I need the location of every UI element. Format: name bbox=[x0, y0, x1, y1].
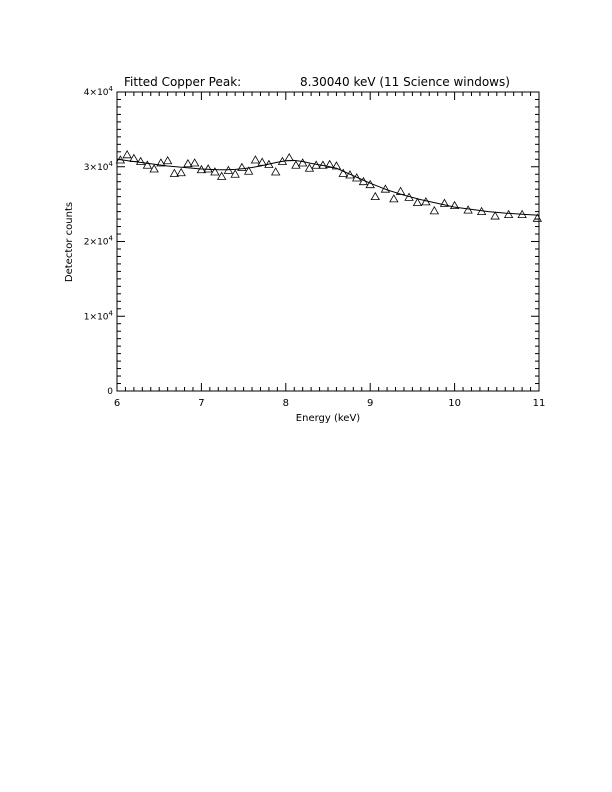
y-tick-label: 1×104 bbox=[84, 309, 114, 322]
data-point bbox=[517, 209, 527, 218]
x-tick-label: 11 bbox=[533, 398, 546, 409]
data-point bbox=[115, 155, 126, 164]
data-point bbox=[203, 164, 213, 173]
data-point bbox=[490, 211, 500, 220]
x-tick-label: 6 bbox=[114, 398, 120, 409]
data-point bbox=[370, 191, 380, 201]
plot-frame bbox=[116, 91, 540, 392]
chart-title: Fitted Copper Peak: bbox=[124, 75, 241, 89]
data-point bbox=[429, 206, 440, 215]
data-point bbox=[331, 161, 342, 170]
data-points bbox=[115, 149, 543, 222]
data-point bbox=[311, 160, 321, 169]
axis-ticks bbox=[116, 91, 540, 392]
x-tick-label: 7 bbox=[198, 398, 204, 409]
data-point bbox=[395, 186, 406, 195]
data-point bbox=[503, 209, 514, 218]
data-point bbox=[463, 205, 473, 214]
data-point bbox=[476, 206, 487, 216]
chart-title-right: 8.30040 keV (11 Science windows) bbox=[300, 75, 510, 89]
data-point bbox=[142, 160, 153, 169]
data-point bbox=[352, 173, 362, 182]
x-tick-label: 8 bbox=[283, 398, 289, 409]
data-point bbox=[345, 170, 355, 179]
data-point bbox=[324, 159, 335, 168]
data-point bbox=[230, 169, 240, 178]
data-point bbox=[412, 197, 423, 207]
data-point bbox=[189, 158, 200, 167]
data-point bbox=[223, 165, 234, 174]
data-point bbox=[291, 160, 301, 169]
data-point bbox=[318, 160, 328, 169]
data-point bbox=[162, 155, 173, 165]
x-axis-label: Energy (keV) bbox=[296, 413, 361, 424]
data-point bbox=[250, 155, 261, 164]
data-point bbox=[216, 171, 227, 180]
data-point bbox=[449, 200, 460, 210]
data-point bbox=[277, 156, 288, 165]
data-point bbox=[122, 149, 132, 159]
data-point bbox=[365, 179, 375, 189]
y-tick-label: 3×104 bbox=[84, 160, 114, 173]
data-point bbox=[149, 164, 159, 173]
data-point bbox=[404, 192, 414, 201]
x-tick-label: 9 bbox=[367, 398, 373, 409]
data-point bbox=[439, 198, 450, 207]
data-point bbox=[304, 163, 315, 172]
data-point bbox=[380, 184, 391, 193]
data-point bbox=[338, 168, 348, 177]
data-point bbox=[532, 213, 543, 222]
data-point bbox=[358, 176, 369, 186]
data-point bbox=[257, 157, 267, 166]
data-point bbox=[284, 152, 294, 162]
data-point bbox=[196, 164, 207, 174]
data-point bbox=[176, 167, 186, 177]
x-tick-label: 10 bbox=[448, 398, 461, 409]
data-point bbox=[237, 162, 247, 171]
data-point bbox=[169, 168, 180, 177]
data-point bbox=[129, 153, 139, 162]
data-point bbox=[270, 167, 281, 176]
data-point bbox=[421, 197, 431, 206]
data-point bbox=[389, 194, 399, 203]
data-point bbox=[297, 158, 308, 167]
data-point bbox=[135, 156, 146, 165]
data-point bbox=[156, 158, 166, 167]
data-point bbox=[264, 159, 274, 168]
y-tick-label: 2×104 bbox=[84, 235, 114, 248]
data-point bbox=[243, 166, 254, 175]
y-tick-labels: 0 1×104 2×104 3×104 4×104 bbox=[84, 85, 114, 397]
y-tick-label: 0 bbox=[107, 387, 113, 397]
data-point bbox=[183, 158, 193, 168]
y-tick-label: 4×104 bbox=[84, 85, 114, 98]
x-tick-labels: 6 7 8 9 10 11 bbox=[114, 398, 546, 409]
data-point bbox=[210, 167, 220, 176]
y-axis-label: Detector counts bbox=[64, 202, 75, 282]
